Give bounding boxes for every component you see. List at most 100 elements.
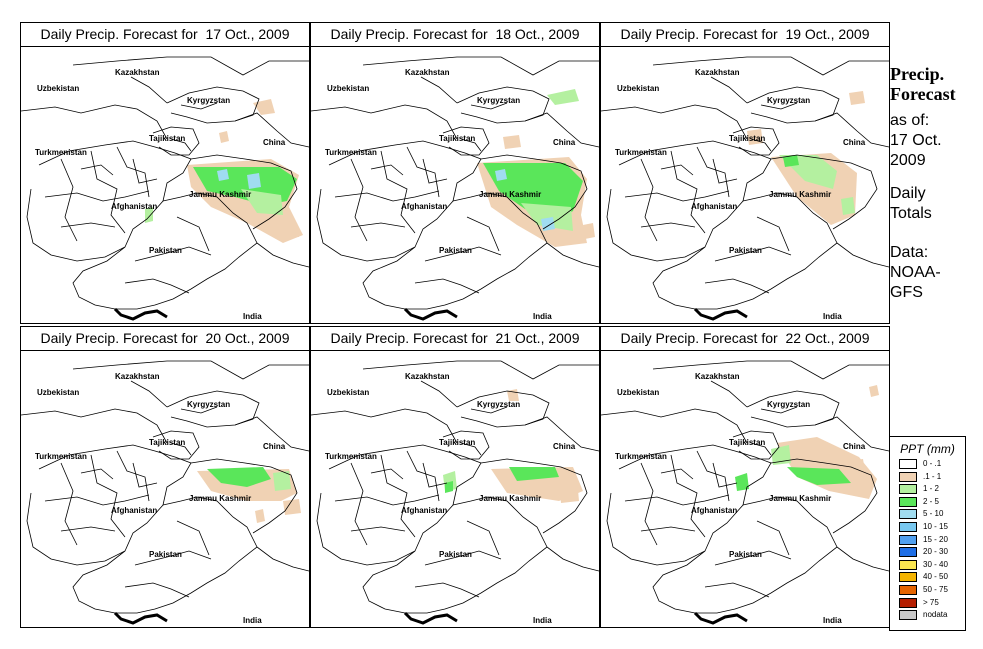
boundary-line (770, 154, 878, 230)
legend-row: > 75 (890, 597, 965, 610)
precip-area (771, 445, 791, 465)
country-label: China (553, 138, 576, 147)
boundary-line (836, 546, 889, 572)
precip-area (541, 217, 555, 231)
boundary-line (334, 190, 440, 202)
boundary-line (130, 380, 168, 408)
precip-area (217, 169, 229, 181)
panel-title: Daily Precip. Forecast for 18 Oct., 2009 (310, 22, 600, 47)
boundary-line (480, 458, 588, 534)
boundary-line (26, 140, 192, 262)
country-label: India (243, 312, 262, 321)
precip-area (273, 471, 291, 491)
boundary-line (640, 158, 658, 242)
country-label: Kyrgyzstan (767, 400, 810, 409)
legend-label: 2 - 5 (923, 496, 940, 506)
legend-row: 5 - 10 (890, 508, 965, 521)
boundary-line (316, 444, 482, 566)
country-label: China (553, 442, 576, 451)
boundary-line (732, 126, 780, 156)
precip-area (559, 479, 579, 503)
boundary-line (134, 550, 212, 566)
country-label: Tajikistan (439, 134, 475, 143)
precip-area (445, 481, 453, 493)
country-label: Pakistan (729, 246, 762, 255)
boundary-line (696, 450, 730, 502)
precip-area (509, 467, 559, 481)
coastline (403, 611, 458, 625)
country-label: China (843, 138, 866, 147)
boundary-line (134, 246, 212, 262)
boundary-line (21, 104, 168, 140)
country-label: Kyrgyzstan (477, 96, 520, 105)
coastline (113, 307, 168, 321)
legend-label: 5 - 10 (923, 509, 944, 519)
boundary-line (350, 526, 406, 532)
legend-label: 30 - 40 (923, 559, 948, 569)
boundary-line (456, 86, 550, 124)
panel-title: Daily Precip. Forecast for 21 Oct., 2009 (310, 326, 600, 351)
legend-row: .1 - 1 (890, 471, 965, 484)
boundary-line (350, 222, 406, 228)
country-label: Pakistan (439, 550, 472, 559)
boundary-line (256, 242, 309, 268)
boundary-line (362, 192, 548, 310)
country-label: Uzbekistan (327, 388, 369, 397)
boundary-line (652, 56, 889, 76)
legend-swatch (899, 521, 917, 532)
country-label: India (823, 616, 842, 625)
boundary-line (640, 526, 696, 532)
boundary-line (470, 406, 508, 414)
legend-row: 2 - 5 (890, 496, 965, 509)
country-label: Kazakhstan (695, 68, 740, 77)
sidebar-daily: Daily Totals (890, 184, 980, 224)
legend-swatch (899, 496, 917, 507)
legend-row: 0 - .1 (890, 458, 965, 471)
boundary-line (424, 246, 502, 262)
legend-swatch (899, 534, 917, 545)
boundary-line (116, 146, 150, 198)
coastline (693, 307, 748, 321)
legend-row: 10 - 15 (890, 521, 965, 534)
legend-label: > 75 (923, 597, 939, 607)
legend-row: 30 - 40 (890, 559, 965, 572)
map-panel-5: Daily Precip. Forecast for 21 Oct., 2009… (310, 326, 600, 629)
boundary-line (176, 216, 210, 252)
country-label: Turkmenistan (615, 452, 667, 461)
map-frame: Uzbekistan Kazakhstan Kyrgyzstan Tajikistan… (310, 350, 600, 628)
legend-row: 40 - 50 (890, 571, 965, 584)
boundary-line (746, 86, 840, 124)
panel-title: Daily Precip. Forecast for 20 Oct., 2009 (20, 326, 310, 351)
boundary-line (72, 56, 309, 76)
legend-swatch (899, 572, 917, 583)
legend-swatch (899, 597, 917, 608)
map-frame: Uzbekistan Kazakhstan Kyrgyzstan Tajikistan… (310, 46, 600, 324)
boundary-line (21, 408, 168, 444)
boundary-line (132, 158, 158, 184)
country-label: Tajikistan (149, 134, 185, 143)
precip-area (869, 385, 879, 397)
country-label: Kazakhstan (405, 68, 450, 77)
boundary-line (72, 496, 258, 614)
boundary-line (380, 150, 416, 234)
map-svg: Uzbekistan Kazakhstan Kyrgyzstan Tajikistan… (601, 56, 889, 321)
map-frame: Uzbekistan Kazakhstan Kyrgyzstan Tajikistan… (20, 46, 310, 324)
boundary-line (714, 246, 792, 262)
precip-area (219, 131, 229, 143)
precip-area (735, 473, 749, 491)
legend-rows: 0 - .1 .1 - 1 1 - 2 2 - 5 5 - 10 10 - 15… (890, 458, 965, 622)
map-panel-6: Daily Precip. Forecast for 22 Oct., 2009… (600, 326, 890, 629)
country-label: Kyrgyzstan (477, 400, 520, 409)
boundary-line (362, 360, 599, 380)
boundary-line (130, 76, 168, 104)
boundary-line (760, 406, 798, 414)
boundary-line (770, 458, 878, 534)
boundary-line (316, 140, 482, 262)
legend-row: 15 - 20 (890, 534, 965, 547)
boundary-line (756, 520, 790, 556)
legend-row: 20 - 30 (890, 546, 965, 559)
legend-swatch (899, 559, 917, 570)
country-label: Jammu Kashmir (189, 494, 251, 503)
sidebar-text-line: NOAA- (890, 264, 941, 281)
legend-swatch (899, 584, 917, 595)
